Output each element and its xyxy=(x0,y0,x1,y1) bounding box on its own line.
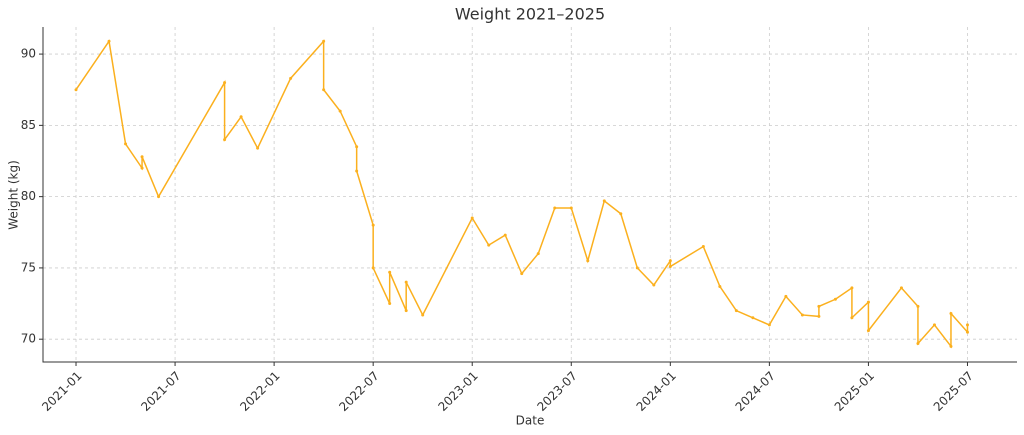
point xyxy=(404,309,408,313)
x-tick-label: 2025-07 xyxy=(931,369,976,414)
x-axis-label: Date xyxy=(516,414,545,428)
point xyxy=(602,199,606,203)
point xyxy=(619,212,623,216)
y-tick-label: 80 xyxy=(21,189,36,203)
chart-title: Weight 2021–2025 xyxy=(455,5,605,24)
point xyxy=(932,323,936,327)
point xyxy=(751,316,755,320)
point xyxy=(388,270,392,274)
point xyxy=(371,266,375,270)
point xyxy=(817,304,821,308)
point xyxy=(421,313,425,317)
point xyxy=(668,259,672,263)
x-tick-label: 2022-07 xyxy=(336,369,381,414)
point xyxy=(223,81,227,85)
point xyxy=(784,294,788,298)
point xyxy=(866,300,870,304)
x-tick-label: 2024-07 xyxy=(733,369,778,414)
x-tick-label: 2025-01 xyxy=(832,369,877,414)
point xyxy=(157,195,161,199)
point xyxy=(289,76,293,80)
point xyxy=(949,344,953,348)
point xyxy=(74,88,78,92)
point xyxy=(586,259,590,263)
point xyxy=(223,138,227,142)
point xyxy=(767,323,771,327)
x-tick-label: 2024-01 xyxy=(634,369,679,414)
point xyxy=(635,266,639,270)
point xyxy=(734,309,738,313)
point xyxy=(718,284,722,288)
y-tick-label: 75 xyxy=(21,260,36,274)
point xyxy=(652,283,656,287)
point xyxy=(256,146,260,150)
point xyxy=(833,297,837,301)
point xyxy=(124,142,128,146)
point xyxy=(355,145,359,149)
x-tick-label: 2022-01 xyxy=(237,369,282,414)
point xyxy=(371,223,375,227)
point xyxy=(107,39,111,43)
point xyxy=(520,272,524,276)
point xyxy=(239,115,243,119)
point xyxy=(140,166,144,170)
point xyxy=(850,316,854,320)
point xyxy=(701,245,705,249)
x-tick-label: 2023-01 xyxy=(435,369,480,414)
x-tick-label: 2023-07 xyxy=(535,369,580,414)
x-tick-label: 2021-01 xyxy=(39,369,84,414)
point xyxy=(569,206,573,210)
point xyxy=(338,109,342,113)
point xyxy=(388,302,392,306)
point xyxy=(470,216,474,220)
y-tick-label: 85 xyxy=(21,118,36,132)
y-tick-label: 70 xyxy=(21,332,36,346)
point xyxy=(404,280,408,284)
point xyxy=(355,169,359,173)
point xyxy=(899,286,903,290)
point xyxy=(322,88,326,92)
point xyxy=(503,233,507,237)
point xyxy=(965,330,969,334)
point xyxy=(817,314,821,318)
axis-frame xyxy=(42,27,1017,363)
point xyxy=(668,264,672,268)
point xyxy=(866,329,870,333)
point xyxy=(553,206,557,210)
point xyxy=(487,243,491,247)
point xyxy=(916,341,920,345)
point xyxy=(800,313,804,317)
point xyxy=(140,155,144,159)
point xyxy=(965,323,969,327)
line xyxy=(75,39,969,349)
point xyxy=(850,286,854,290)
point xyxy=(916,304,920,308)
point xyxy=(536,252,540,256)
x-tick-label: 2021-07 xyxy=(138,369,183,414)
y-axis-label: Weight (kg) xyxy=(7,160,21,230)
point xyxy=(949,312,953,316)
point xyxy=(322,39,326,43)
y-tick-label: 90 xyxy=(21,47,36,61)
